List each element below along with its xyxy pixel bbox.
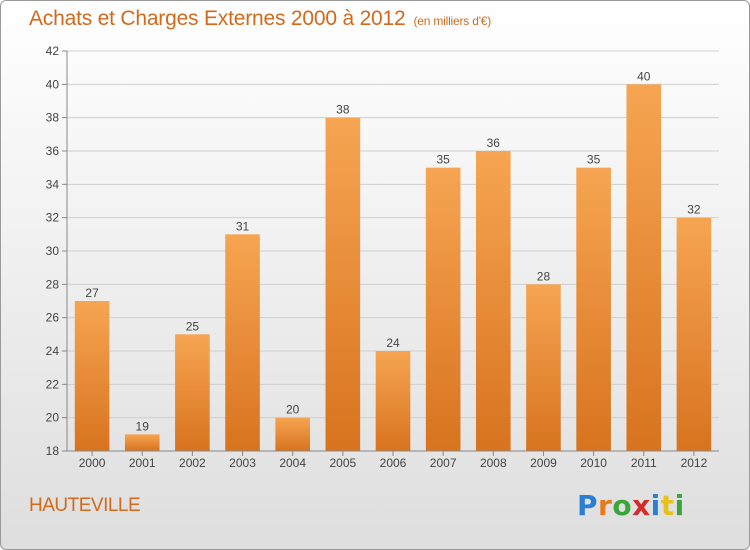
data-label-2001: 19 bbox=[136, 419, 150, 433]
bar-2002 bbox=[175, 334, 210, 451]
data-label-2008: 36 bbox=[487, 136, 501, 150]
bar-2008 bbox=[476, 151, 511, 451]
x-tick-label-2009: 2009 bbox=[530, 456, 557, 470]
logo-letter: i bbox=[674, 489, 685, 522]
logo-letter: x bbox=[632, 489, 651, 522]
y-tick-label: 22 bbox=[46, 377, 60, 391]
bar-2000 bbox=[74, 301, 110, 451]
x-tick-label-2012: 2012 bbox=[681, 456, 708, 470]
bar-2011 bbox=[626, 84, 662, 451]
logo-letter: r bbox=[598, 489, 613, 522]
chart-subtitle: (en milliers d'€) bbox=[413, 14, 492, 28]
bar-2004 bbox=[275, 417, 310, 451]
logo-letter: P bbox=[577, 489, 599, 522]
y-tick-label: 36 bbox=[46, 144, 60, 158]
y-tick-label: 20 bbox=[46, 411, 60, 425]
logo-letter: i bbox=[650, 489, 661, 522]
data-label-2010: 35 bbox=[587, 153, 601, 167]
x-tick-label-2002: 2002 bbox=[179, 456, 206, 470]
bar-2005 bbox=[325, 117, 361, 452]
x-axis: 2000 2001 2002 2003 2004 2005 2006 2007 2008 2009… bbox=[67, 450, 719, 470]
data-label-2006: 24 bbox=[386, 336, 400, 350]
chart-title-text: Achats et Charges Externes 2000 à 2012 bbox=[29, 7, 406, 30]
x-tick-label-2010: 2010 bbox=[580, 456, 607, 470]
bar-2009 bbox=[526, 284, 561, 451]
y-tick-label: 30 bbox=[46, 244, 60, 258]
x-tick-label-2011: 2011 bbox=[631, 456, 657, 470]
x-tick-label-2007: 2007 bbox=[430, 456, 457, 470]
logo-letter: o bbox=[612, 489, 633, 522]
y-tick-label: 26 bbox=[46, 311, 60, 325]
data-label-2002: 25 bbox=[186, 319, 200, 333]
y-tick-label: 40 bbox=[46, 77, 60, 91]
x-tick-label-2004: 2004 bbox=[279, 456, 306, 470]
y-axis: 18 20 22 24 26 28 30 32 34 36 38 40 42 bbox=[46, 44, 68, 458]
data-label-2004: 20 bbox=[286, 403, 300, 417]
x-tick-label-2006: 2006 bbox=[380, 456, 407, 470]
data-label-2005: 38 bbox=[336, 103, 350, 117]
x-tick-label-2000: 2000 bbox=[79, 456, 106, 470]
x-tick-label-2008: 2008 bbox=[480, 456, 507, 470]
y-tick-label: 38 bbox=[46, 111, 60, 125]
data-label-2003: 31 bbox=[236, 219, 250, 233]
data-label-2000: 27 bbox=[85, 286, 99, 300]
bar-2012 bbox=[676, 217, 712, 451]
x-tick-label-2005: 2005 bbox=[329, 456, 356, 470]
y-tick-label: 32 bbox=[46, 211, 60, 225]
commune-name: HAUTEVILLE bbox=[29, 495, 141, 516]
bar-2006 bbox=[375, 351, 411, 451]
bars: 27 19 25 31 20 38 24 35 36 28 35 40 32 bbox=[74, 69, 712, 452]
data-label-2009: 28 bbox=[537, 269, 551, 283]
data-label-2007: 35 bbox=[436, 153, 450, 167]
bar-2010 bbox=[576, 167, 611, 451]
y-tick-label: 42 bbox=[46, 44, 60, 58]
y-tick-label: 24 bbox=[46, 344, 60, 358]
bar-2007 bbox=[425, 167, 461, 451]
x-tick-label-2003: 2003 bbox=[229, 456, 256, 470]
bar-2003 bbox=[225, 234, 260, 451]
bar-2001 bbox=[124, 434, 160, 451]
data-label-2012: 32 bbox=[687, 203, 701, 217]
y-tick-label: 18 bbox=[46, 444, 60, 458]
y-tick-label: 34 bbox=[46, 177, 60, 191]
proxiti-logo: Proxiti bbox=[577, 489, 685, 522]
data-label-2011: 40 bbox=[637, 69, 651, 83]
logo-letter: t bbox=[660, 489, 675, 522]
chart-title: Achats et Charges Externes 2000 à 2012 (e… bbox=[29, 7, 491, 31]
y-tick-label: 28 bbox=[46, 277, 60, 291]
x-tick-label-2001: 2001 bbox=[129, 456, 156, 470]
